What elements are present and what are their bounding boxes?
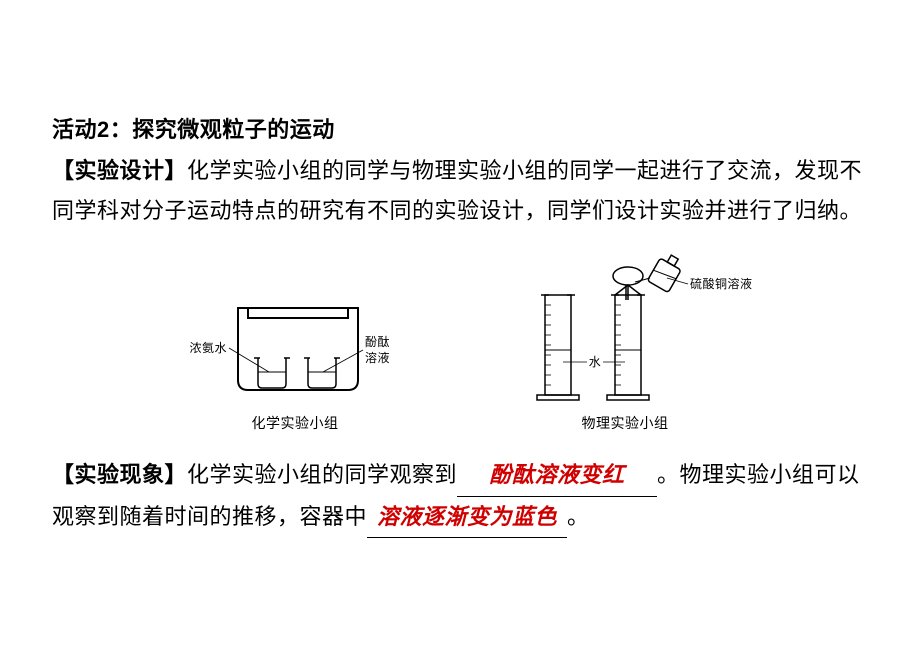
phenomenon-label: 【实验现象】: [52, 462, 187, 487]
design-label: 【实验设计】: [52, 158, 187, 183]
chemistry-diagram: 浓氨水 酚酞 溶液 化学实验小组: [165, 280, 425, 437]
phenomenon-post2: 。: [567, 504, 590, 529]
activity-title: 活动2：探究微观粒子的运动: [52, 110, 868, 151]
chem-caption: 化学实验小组: [252, 411, 339, 437]
phys-water-label: 水: [589, 355, 602, 369]
phenomenon-pre1: 化学实验小组的同学观察到: [187, 462, 457, 487]
chem-label-left: 浓氨水: [189, 341, 227, 355]
blank-2: 溶液逐渐变为蓝色: [367, 497, 567, 539]
chem-label-right1: 酚酞: [365, 334, 390, 349]
phenomenon-paragraph: 【实验现象】化学实验小组的同学观察到酚酞溶液变红。物理实验小组可以观察到随着时间…: [52, 455, 868, 538]
chem-label-right2: 溶液: [365, 350, 390, 365]
phys-caption: 物理实验小组: [582, 411, 669, 437]
answer-1: 酚酞溶液变红: [490, 462, 625, 487]
chemistry-svg: 浓氨水 酚酞 溶液: [165, 280, 425, 405]
phys-reagent-label: 硫酸铜溶液: [690, 276, 753, 291]
answer-2: 溶液逐渐变为蓝色: [377, 504, 557, 529]
physics-svg: 水 硫酸铜溶液: [495, 250, 755, 405]
blank-1: 酚酞溶液变红: [457, 455, 657, 497]
diagram-row: 浓氨水 酚酞 溶液 化学实验小组: [52, 250, 868, 437]
document-content: 活动2：探究微观粒子的运动 【实验设计】化学实验小组的同学与物理实验小组的同学一…: [52, 110, 868, 538]
physics-diagram: 水 硫酸铜溶液 物理实验小组: [495, 250, 755, 437]
design-paragraph: 【实验设计】化学实验小组的同学与物理实验小组的同学一起进行了交流，发现不同学科对…: [52, 151, 868, 232]
